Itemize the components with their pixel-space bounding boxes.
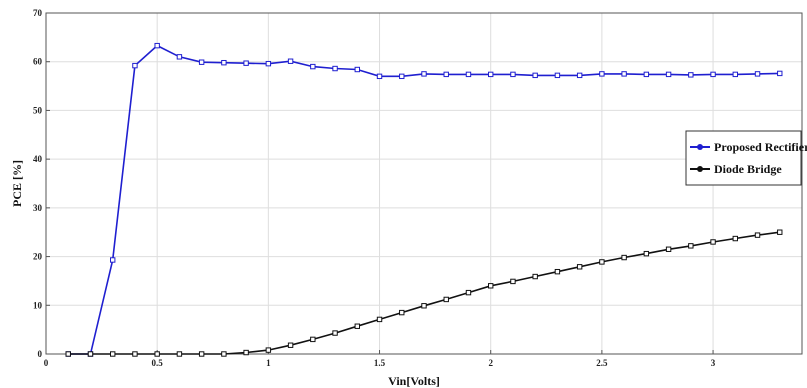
- y-tick-label: 20: [33, 252, 43, 262]
- data-point-diode-bridge: [421, 303, 427, 309]
- data-point-proposed-rectifier: [399, 73, 405, 80]
- y-tick-label: 10: [33, 300, 43, 310]
- x-tick-label: 2: [488, 358, 493, 368]
- y-axis-label: PCE [%]: [10, 160, 24, 207]
- x-tick-label: 2.5: [596, 358, 608, 368]
- data-point-diode-bridge: [399, 309, 405, 316]
- data-point-proposed-rectifier: [176, 54, 183, 60]
- data-point-proposed-rectifier: [488, 71, 494, 78]
- data-point-proposed-rectifier: [710, 71, 716, 78]
- data-point-proposed-rectifier: [599, 71, 605, 77]
- data-point-diode-bridge: [465, 289, 472, 296]
- x-tick-label: 1: [266, 358, 271, 368]
- data-point-diode-bridge: [688, 243, 694, 249]
- data-point-diode-bridge: [198, 351, 205, 357]
- data-point-diode-bridge: [443, 296, 449, 303]
- data-point-diode-bridge: [554, 268, 561, 275]
- y-tick-label: 30: [33, 203, 43, 213]
- data-point-proposed-rectifier: [777, 70, 783, 77]
- data-point-proposed-rectifier: [287, 58, 294, 64]
- y-tick-label: 70: [33, 8, 43, 18]
- data-point-proposed-rectifier: [243, 60, 249, 66]
- x-tick-label: 0.5: [152, 358, 164, 368]
- legend-marker-proposed-rectifier: [697, 144, 703, 150]
- data-point-proposed-rectifier: [154, 42, 160, 49]
- data-point-diode-bridge: [532, 273, 538, 280]
- data-point-proposed-rectifier: [665, 71, 672, 78]
- data-point-proposed-rectifier: [732, 71, 738, 78]
- data-point-diode-bridge: [665, 246, 672, 252]
- data-point-proposed-rectifier: [688, 72, 694, 78]
- series-line-diode-bridge: [68, 231, 780, 355]
- data-point-proposed-rectifier: [532, 72, 538, 79]
- data-point-diode-bridge: [221, 351, 227, 357]
- x-tick-label: 3: [711, 358, 716, 368]
- data-point-proposed-rectifier: [132, 62, 138, 69]
- data-point-diode-bridge: [777, 229, 783, 235]
- data-point-proposed-rectifier: [198, 59, 205, 65]
- data-point-diode-bridge: [154, 351, 160, 357]
- legend-marker-diode-bridge: [697, 166, 703, 172]
- data-point-diode-bridge: [599, 259, 605, 265]
- data-point-diode-bridge: [332, 330, 338, 336]
- data-point-proposed-rectifier: [310, 63, 316, 70]
- data-point-proposed-rectifier: [510, 71, 516, 78]
- data-point-diode-bridge: [643, 250, 650, 257]
- data-point-proposed-rectifier: [332, 65, 338, 72]
- x-tick-label: 0: [44, 358, 49, 368]
- data-point-proposed-rectifier: [376, 73, 383, 80]
- data-point-diode-bridge: [576, 264, 583, 270]
- data-point-proposed-rectifier: [465, 71, 472, 78]
- data-point-diode-bridge: [710, 239, 716, 245]
- data-point-diode-bridge: [488, 283, 494, 289]
- data-point-diode-bridge: [732, 235, 738, 242]
- data-point-diode-bridge: [132, 351, 138, 357]
- data-point-diode-bridge: [354, 323, 360, 329]
- data-point-proposed-rectifier: [621, 71, 627, 77]
- data-point-diode-bridge: [510, 278, 516, 285]
- data-point-proposed-rectifier: [443, 71, 449, 78]
- data-point-diode-bridge: [65, 351, 71, 357]
- data-point-proposed-rectifier: [110, 257, 116, 263]
- data-point-diode-bridge: [265, 347, 272, 353]
- data-point-diode-bridge: [310, 336, 316, 343]
- data-point-proposed-rectifier: [754, 71, 761, 77]
- data-point-diode-bridge: [376, 316, 383, 323]
- data-point-diode-bridge: [621, 254, 627, 261]
- data-point-diode-bridge: [754, 232, 761, 238]
- legend: Proposed Rectifier Diode Bridge: [685, 130, 807, 186]
- data-point-proposed-rectifier: [576, 72, 583, 79]
- data-point-proposed-rectifier: [221, 59, 227, 66]
- data-point-proposed-rectifier: [554, 72, 561, 79]
- data-point-proposed-rectifier: [354, 66, 360, 73]
- legend-label-diode-bridge: Diode Bridge: [714, 162, 782, 176]
- data-point-diode-bridge: [87, 351, 94, 357]
- data-point-proposed-rectifier: [421, 71, 427, 77]
- data-point-diode-bridge: [176, 351, 183, 357]
- data-point-diode-bridge: [110, 351, 116, 357]
- x-axis-label: Vin[Volts]: [388, 374, 440, 388]
- series-layer: [65, 42, 783, 357]
- legend-box: [685, 130, 802, 186]
- data-point-proposed-rectifier: [643, 71, 650, 78]
- x-tick-label: 1.5: [374, 358, 386, 368]
- data-point-diode-bridge: [243, 349, 249, 356]
- plot-frame: [45, 12, 803, 355]
- y-tick-label: 50: [33, 105, 43, 115]
- y-tick-label: 40: [33, 154, 43, 164]
- data-point-proposed-rectifier: [265, 60, 272, 67]
- y-tick-label: 60: [33, 57, 43, 67]
- legend-label-proposed-rectifier: Proposed Rectifier: [714, 140, 807, 154]
- y-tick-label: 0: [38, 349, 43, 359]
- data-point-diode-bridge: [287, 342, 294, 348]
